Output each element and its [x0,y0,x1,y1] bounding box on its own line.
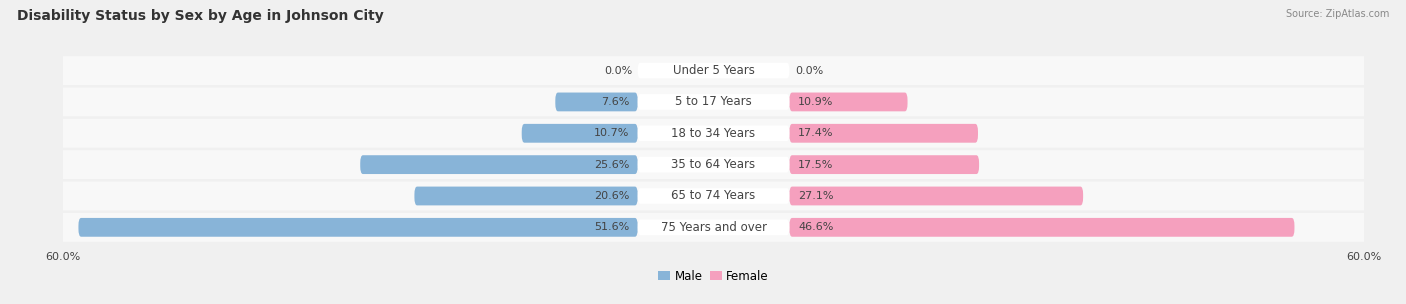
Text: 10.9%: 10.9% [799,97,834,107]
Text: 0.0%: 0.0% [605,66,633,76]
Text: 10.7%: 10.7% [593,128,628,138]
Legend: Male, Female: Male, Female [654,265,773,288]
FancyBboxPatch shape [79,218,638,237]
Text: 35 to 64 Years: 35 to 64 Years [672,158,755,171]
FancyBboxPatch shape [789,218,1295,237]
FancyBboxPatch shape [638,219,789,235]
Text: 51.6%: 51.6% [593,222,628,232]
FancyBboxPatch shape [58,56,1369,85]
Text: 17.5%: 17.5% [799,160,834,170]
FancyBboxPatch shape [58,150,1369,179]
Text: 17.4%: 17.4% [799,128,834,138]
Text: Disability Status by Sex by Age in Johnson City: Disability Status by Sex by Age in Johns… [17,9,384,23]
FancyBboxPatch shape [638,126,789,141]
Text: 18 to 34 Years: 18 to 34 Years [672,127,755,140]
Text: 46.6%: 46.6% [799,222,834,232]
FancyBboxPatch shape [789,155,979,174]
Text: 27.1%: 27.1% [799,191,834,201]
FancyBboxPatch shape [58,181,1369,210]
Text: 5 to 17 Years: 5 to 17 Years [675,95,752,109]
FancyBboxPatch shape [58,88,1369,116]
Text: 75 Years and over: 75 Years and over [661,221,766,234]
FancyBboxPatch shape [555,92,638,111]
FancyBboxPatch shape [360,155,638,174]
FancyBboxPatch shape [415,187,638,206]
Text: Source: ZipAtlas.com: Source: ZipAtlas.com [1285,9,1389,19]
FancyBboxPatch shape [638,94,789,110]
FancyBboxPatch shape [58,213,1369,242]
FancyBboxPatch shape [522,124,638,143]
Text: 65 to 74 Years: 65 to 74 Years [672,189,755,202]
Text: Under 5 Years: Under 5 Years [672,64,755,77]
FancyBboxPatch shape [789,187,1083,206]
FancyBboxPatch shape [638,63,789,78]
FancyBboxPatch shape [789,124,979,143]
Text: 20.6%: 20.6% [593,191,628,201]
FancyBboxPatch shape [789,92,907,111]
FancyBboxPatch shape [638,188,789,204]
Text: 0.0%: 0.0% [794,66,823,76]
FancyBboxPatch shape [58,119,1369,148]
Text: 25.6%: 25.6% [593,160,628,170]
Text: 7.6%: 7.6% [600,97,628,107]
FancyBboxPatch shape [638,157,789,172]
